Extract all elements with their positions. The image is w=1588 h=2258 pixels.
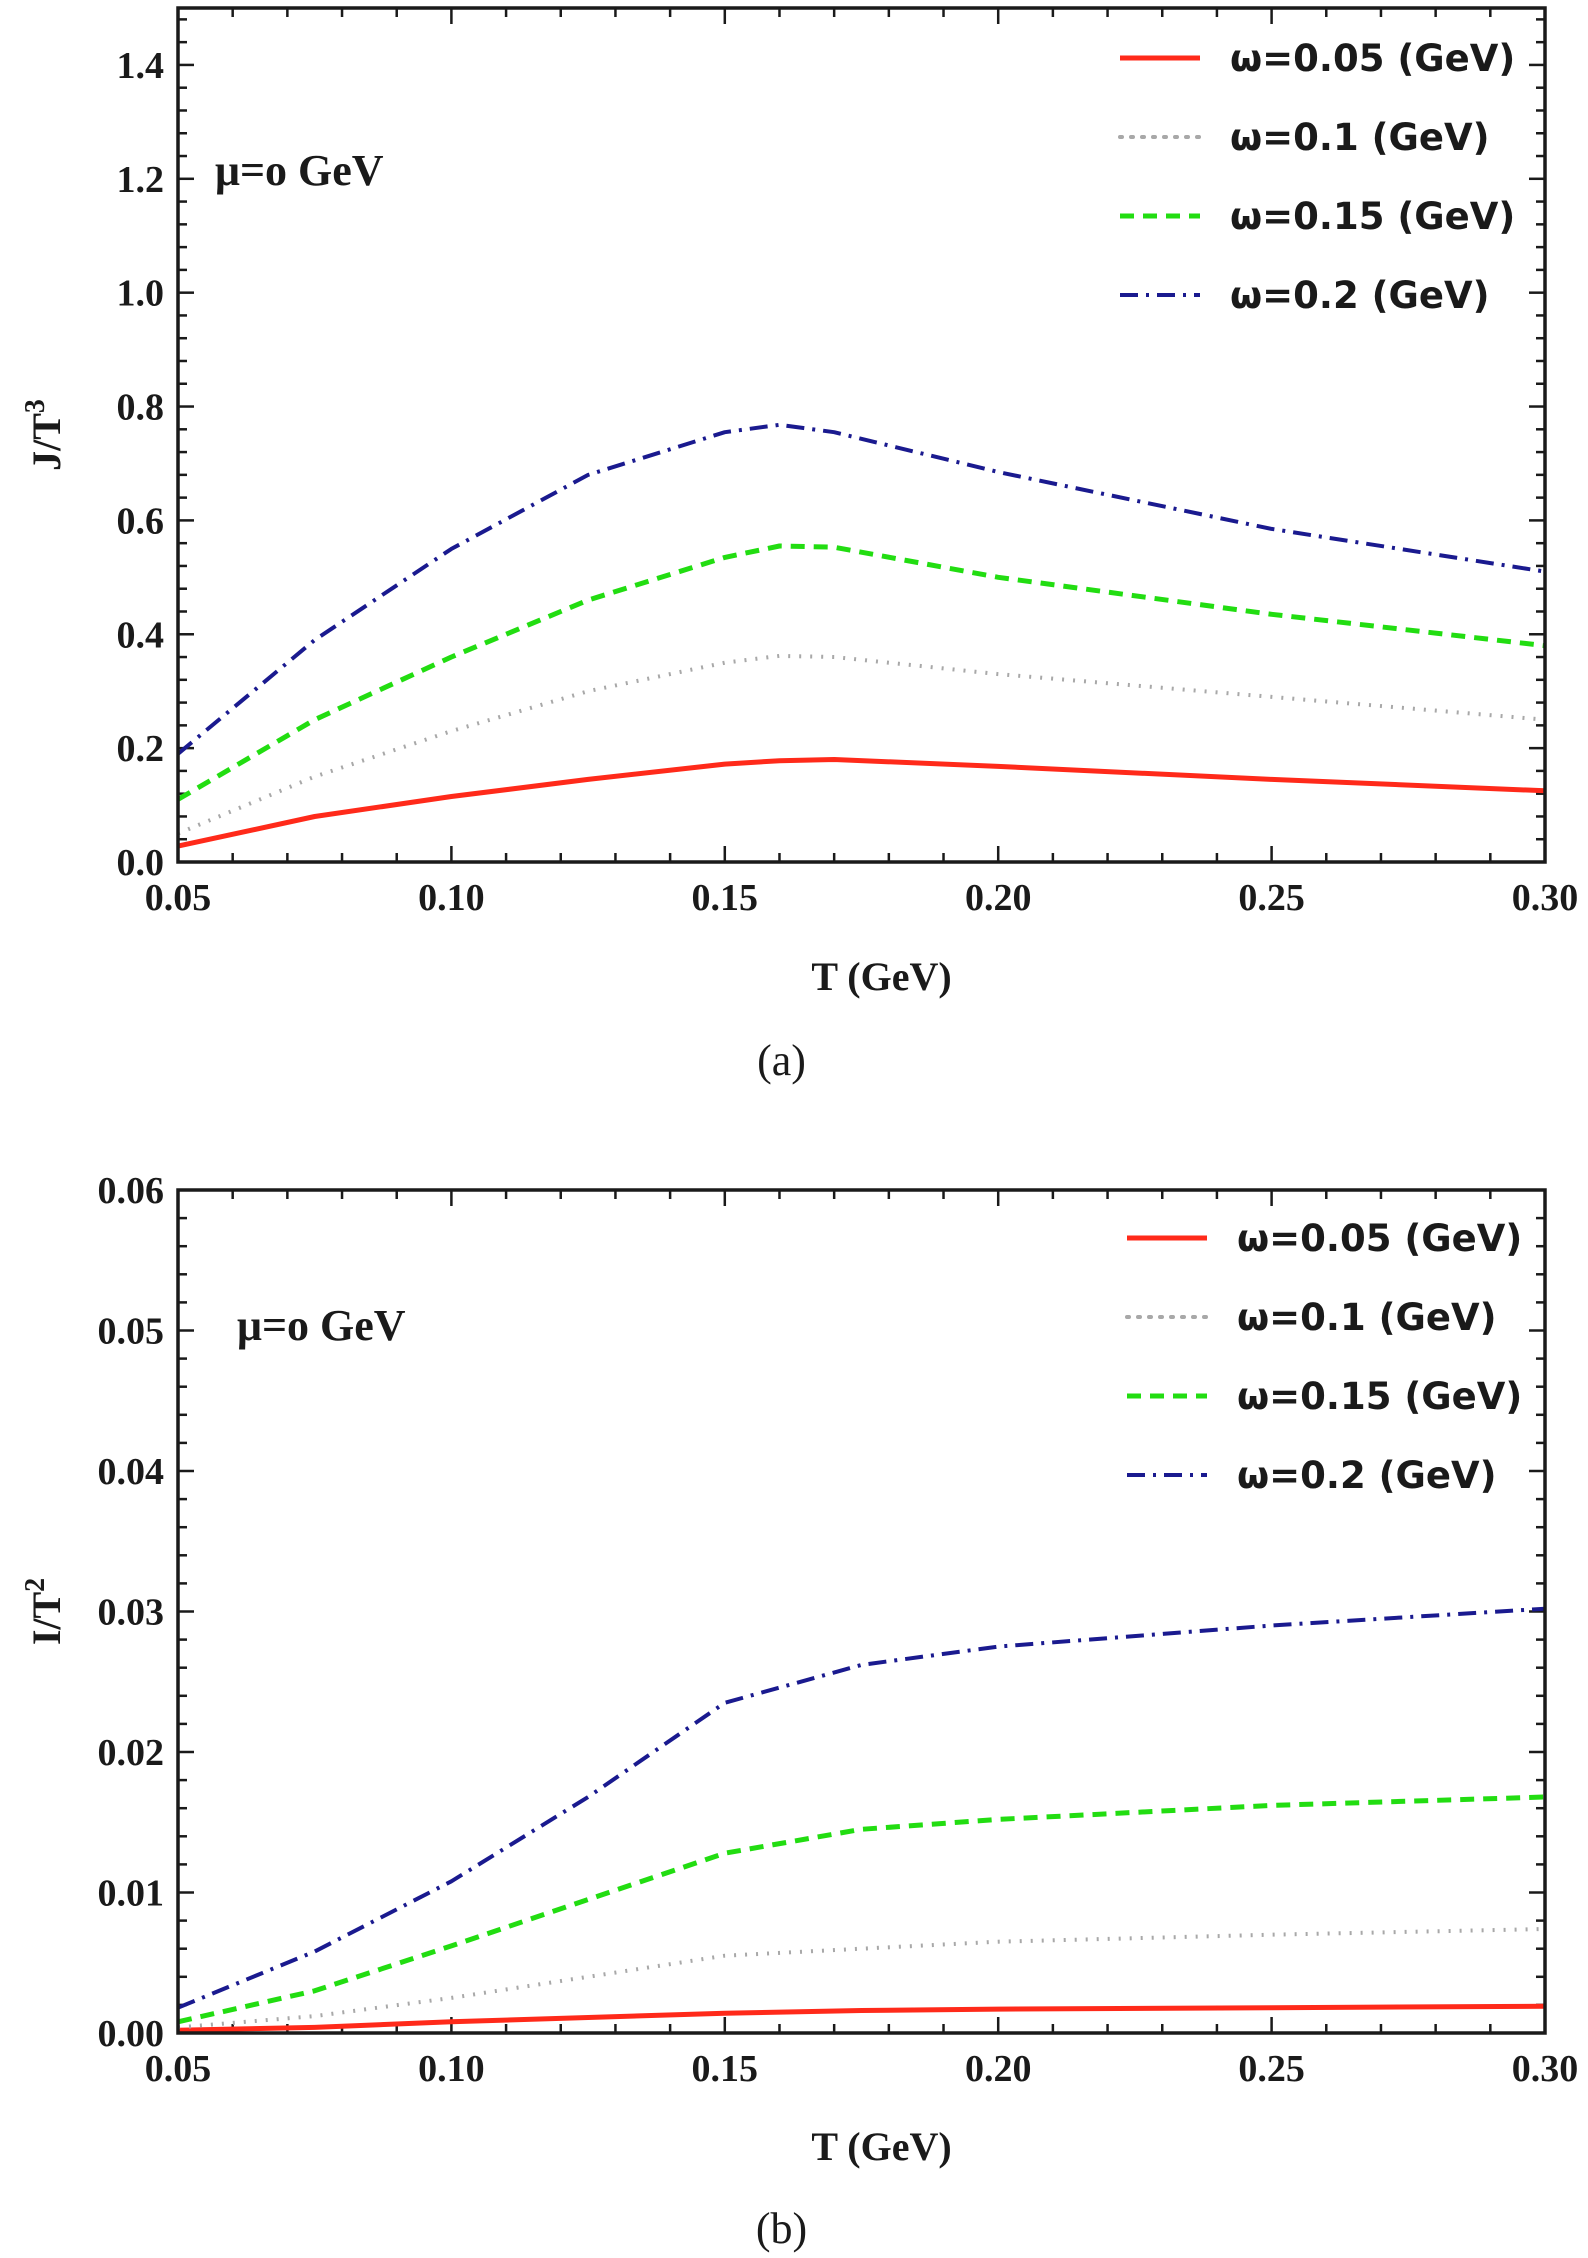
- plot-frame: [176, 6, 1547, 864]
- y-axis-title: I/T2: [20, 1578, 69, 1645]
- legend-label: ω=0.15 (GeV): [1230, 195, 1515, 238]
- y-tick-label: 0.06: [98, 1170, 165, 1212]
- y-axis-title: J/T3: [20, 399, 69, 471]
- y-tick-label: 0.04: [98, 1451, 165, 1493]
- x-axis-title: T (GeV): [811, 954, 951, 999]
- legend-label: ω=0.05 (GeV): [1230, 37, 1515, 80]
- y-tick-label: 0.01: [98, 1873, 165, 1915]
- series-line: [177, 1927, 1546, 2030]
- x-axis-title: T (GeV): [811, 2124, 951, 2169]
- y-tick-label: 0.8: [117, 387, 165, 429]
- legend-label: ω=0.2 (GeV): [1237, 1454, 1497, 1497]
- legend-label: ω=0.15 (GeV): [1237, 1375, 1522, 1418]
- panel-caption: (a): [757, 1036, 806, 1085]
- panel-caption: (b): [756, 2204, 807, 2253]
- y-tick-label: 0.02: [98, 1732, 165, 1774]
- panel-a: 0.05 0.10 0.15 0.20 0.25 0.30 0.0 0.2 0.4 0.6 0.8 1…: [20, 6, 1579, 1085]
- series-line: [177, 757, 1546, 849]
- x-tick-label: 0.25: [1238, 877, 1305, 919]
- y-tick-label: 0.6: [117, 500, 165, 542]
- annotation-mu: μ=o GeV: [215, 146, 384, 195]
- panel-b: 0.05 0.10 0.15 0.20 0.25 0.30 0.00 0.01 0.02 0.03…: [20, 1170, 1578, 2253]
- x-tick-label: 0.20: [965, 2048, 1032, 2090]
- series-line: [177, 653, 1546, 836]
- plot-frame: [176, 1188, 1547, 2035]
- series-line: [176, 543, 1546, 802]
- legend-label: ω=0.1 (GeV): [1230, 116, 1490, 159]
- legend-label: ω=0.2 (GeV): [1230, 274, 1490, 317]
- y-tick-label: 1.0: [117, 273, 165, 315]
- x-tick-label: 0.05: [145, 877, 212, 919]
- y-tick-label: 0.05: [98, 1311, 165, 1353]
- x-tick-label: 0.15: [692, 877, 759, 919]
- legend-label: ω=0.1 (GeV): [1237, 1296, 1497, 1339]
- series-line: [177, 1794, 1546, 2025]
- y-tick-label: 0.2: [117, 728, 165, 770]
- x-tick-label: 0.10: [418, 877, 485, 919]
- y-tick-label: 0.0: [117, 842, 165, 884]
- series-line: [176, 422, 1546, 756]
- y-tick-label: 0.00: [98, 2013, 165, 2055]
- y-tick-label: 0.4: [117, 614, 165, 656]
- x-tick-label: 0.10: [418, 2048, 485, 2090]
- y-tick-label: 1.4: [117, 45, 165, 87]
- x-tick-label: 0.05: [145, 2048, 212, 2090]
- x-tick-label: 0.30: [1512, 877, 1579, 919]
- legend-label: ω=0.05 (GeV): [1237, 1217, 1522, 1260]
- series-line: [177, 2003, 1546, 2033]
- x-tick-label: 0.20: [965, 877, 1032, 919]
- x-tick-label: 0.15: [692, 2048, 759, 2090]
- y-tick-label: 0.03: [98, 1592, 165, 1634]
- y-tick-label: 1.2: [117, 159, 165, 201]
- x-tick-label: 0.25: [1238, 2048, 1305, 2090]
- series-line: [177, 1606, 1546, 2010]
- x-tick-label: 0.30: [1512, 2048, 1579, 2090]
- annotation-mu: μ=o GeV: [237, 1301, 406, 1350]
